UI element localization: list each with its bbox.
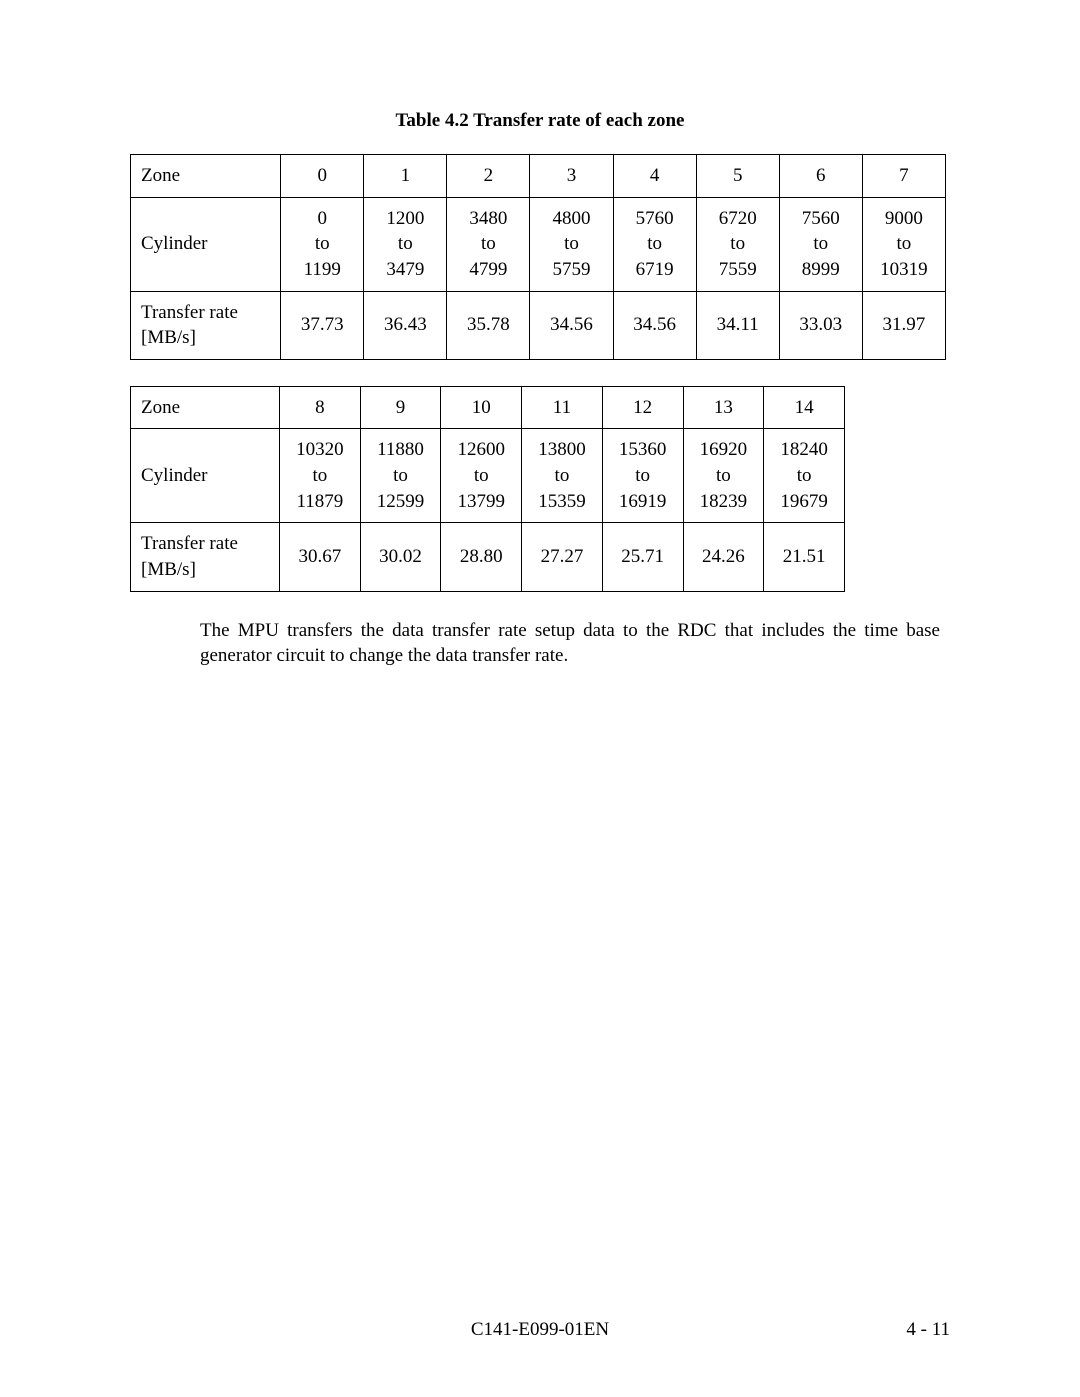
table-row: Cylinder 10320to11879 11880to12599 12600… <box>131 429 845 523</box>
row-label-zone: Zone <box>131 155 281 198</box>
rate-cell: 31.97 <box>862 291 945 359</box>
cylinder-cell: 9000to10319 <box>862 197 945 291</box>
cylinder-cell: 1200to3479 <box>364 197 447 291</box>
table-row: Zone 0 1 2 3 4 5 6 7 <box>131 155 946 198</box>
cylinder-cell: 4800to5759 <box>530 197 613 291</box>
cylinder-cell: 6720to7559 <box>696 197 779 291</box>
cylinder-cell: 15360to16919 <box>602 429 683 523</box>
rate-cell: 24.26 <box>683 523 764 591</box>
rate-cell: 36.43 <box>364 291 447 359</box>
rate-cell: 28.80 <box>441 523 522 591</box>
zone-cell: 6 <box>779 155 862 198</box>
cylinder-cell: 16920to18239 <box>683 429 764 523</box>
table-row: Transfer rate [MB/s] 30.67 30.02 28.80 2… <box>131 523 845 591</box>
footer-doc-id: C141-E099-01EN <box>130 1319 950 1341</box>
cylinder-cell: 18240to19679 <box>764 429 845 523</box>
zone-cell: 13 <box>683 386 764 429</box>
rate-cell: 33.03 <box>779 291 862 359</box>
rate-cell: 21.51 <box>764 523 845 591</box>
zone-cell: 14 <box>764 386 845 429</box>
table-zones-8-14: Zone 8 9 10 11 12 13 14 Cylinder 10320to… <box>130 386 845 592</box>
rate-cell: 30.02 <box>360 523 441 591</box>
rate-cell: 30.67 <box>279 523 360 591</box>
table-row: Transfer rate [MB/s] 37.73 36.43 35.78 3… <box>131 291 946 359</box>
rate-cell: 27.27 <box>522 523 603 591</box>
zone-cell: 10 <box>441 386 522 429</box>
zone-cell: 4 <box>613 155 696 198</box>
zone-cell: 7 <box>862 155 945 198</box>
cylinder-cell: 7560to8999 <box>779 197 862 291</box>
row-label-zone: Zone <box>131 386 280 429</box>
table-caption: Table 4.2 Transfer rate of each zone <box>130 110 950 132</box>
zone-cell: 1 <box>364 155 447 198</box>
row-label-cylinder: Cylinder <box>131 429 280 523</box>
rate-cell: 34.11 <box>696 291 779 359</box>
rate-cell: 35.78 <box>447 291 530 359</box>
cylinder-cell: 3480to4799 <box>447 197 530 291</box>
zone-cell: 8 <box>279 386 360 429</box>
rate-cell: 37.73 <box>281 291 364 359</box>
zone-cell: 12 <box>602 386 683 429</box>
row-label-transfer: Transfer rate [MB/s] <box>131 523 280 591</box>
cylinder-cell: 12600to13799 <box>441 429 522 523</box>
zone-cell: 2 <box>447 155 530 198</box>
zone-cell: 9 <box>360 386 441 429</box>
zone-cell: 0 <box>281 155 364 198</box>
cylinder-cell: 5760to6719 <box>613 197 696 291</box>
footer-page-number: 4 - 11 <box>906 1319 950 1341</box>
zone-cell: 11 <box>522 386 603 429</box>
zone-cell: 3 <box>530 155 613 198</box>
zone-cell: 5 <box>696 155 779 198</box>
rate-cell: 34.56 <box>613 291 696 359</box>
cylinder-cell: 0to1199 <box>281 197 364 291</box>
body-paragraph: The MPU transfers the data transfer rate… <box>200 618 940 669</box>
table-row: Cylinder 0to1199 1200to3479 3480to4799 4… <box>131 197 946 291</box>
rate-cell: 25.71 <box>602 523 683 591</box>
cylinder-cell: 10320to11879 <box>279 429 360 523</box>
row-label-transfer: Transfer rate [MB/s] <box>131 291 281 359</box>
row-label-cylinder: Cylinder <box>131 197 281 291</box>
table-zones-0-7: Zone 0 1 2 3 4 5 6 7 Cylinder 0to1199 12… <box>130 154 946 360</box>
cylinder-cell: 13800to15359 <box>522 429 603 523</box>
cylinder-cell: 11880to12599 <box>360 429 441 523</box>
rate-cell: 34.56 <box>530 291 613 359</box>
table-row: Zone 8 9 10 11 12 13 14 <box>131 386 845 429</box>
